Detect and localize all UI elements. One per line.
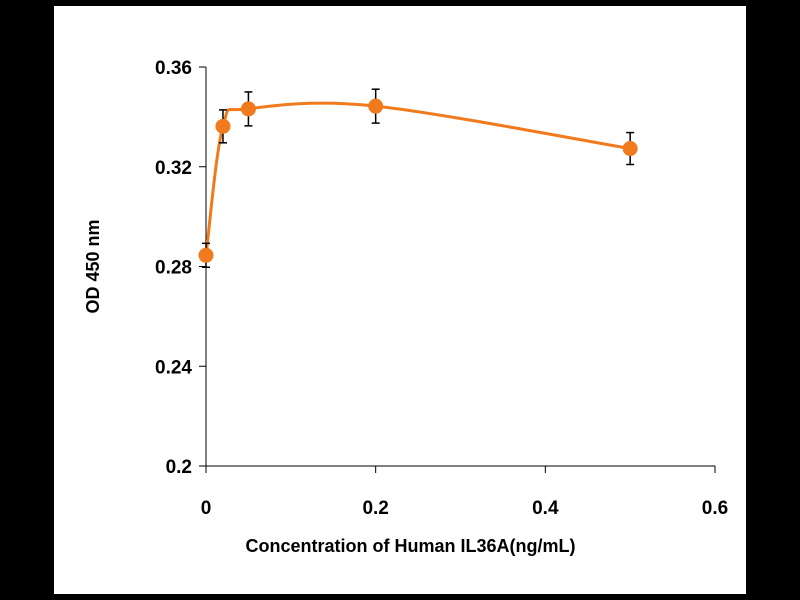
series-line [204, 101, 631, 256]
y-tick-label: 0.28 [155, 258, 192, 279]
x-tick-label: 0.6 [702, 498, 728, 519]
data-point [368, 98, 384, 114]
x-tick-label: 0.4 [532, 498, 559, 519]
data-point [240, 101, 256, 117]
y-tick-label: 0.24 [155, 357, 192, 378]
x-axis-label: Concentration of Human IL36A(ng/mL) [246, 536, 576, 556]
chart-frame: 0.2 0.24 0.28 0.32 0.36 0 0.2 0.4 0.6 Concentrat… [54, 6, 746, 594]
data-point [215, 118, 231, 134]
y-axis-label: OD 450 nm [83, 219, 103, 313]
axes [199, 66, 716, 473]
x-tick-label: 0 [201, 498, 212, 519]
data-point [198, 247, 214, 263]
data-point [622, 141, 638, 157]
x-tick-label: 0.2 [362, 498, 388, 519]
y-tick-label: 0.36 [155, 58, 192, 79]
line-chart: 0.2 0.24 0.28 0.32 0.36 0 0.2 0.4 0.6 Concentrat… [83, 58, 728, 556]
y-tick-label: 0.32 [155, 158, 192, 179]
y-tick-label: 0.2 [166, 457, 192, 478]
tick-labels: 0.2 0.24 0.28 0.32 0.36 0 0.2 0.4 0.6 [155, 58, 728, 519]
plot-area [198, 88, 638, 268]
